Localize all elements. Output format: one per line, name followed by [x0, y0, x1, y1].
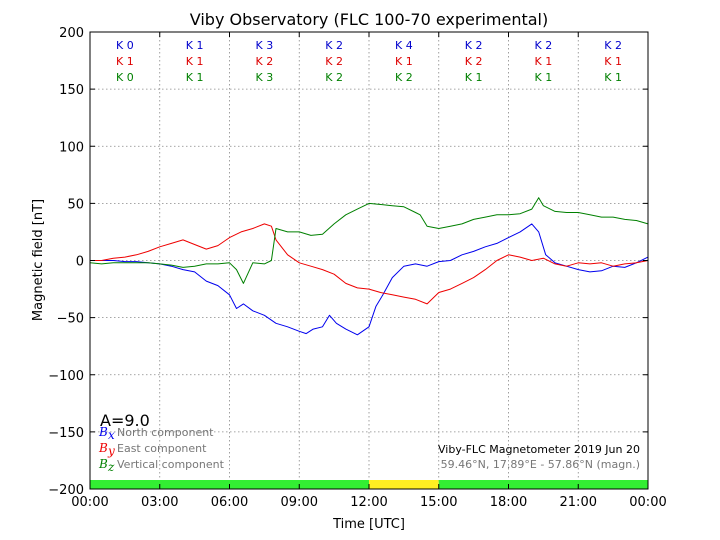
x-tick-label: 18:00 — [490, 495, 527, 510]
k-index-label: K 2 — [325, 71, 343, 84]
k-index-label: K 0 — [116, 39, 134, 52]
axis-ticks: 00:00 03:00 06:00 09:00 12:00 15:00 18:00 21:00… — [48, 26, 666, 510]
station-annotation: Viby-FLC Magnetometer 2019 Jun 20 — [438, 443, 640, 456]
x-tick-label: 21:00 — [560, 495, 597, 510]
k-index-label: K 2 — [256, 55, 274, 68]
k-index-label: K 1 — [604, 55, 622, 68]
y-tick-label: 50 — [67, 197, 84, 212]
k-index-label: K 1 — [535, 55, 553, 68]
y-tick-label: 100 — [59, 140, 84, 155]
y-tick-label: −150 — [48, 426, 84, 441]
activity-segment — [369, 480, 439, 489]
y-tick-label: −100 — [48, 369, 84, 384]
k-index-label: K 1 — [186, 39, 204, 52]
k-index-label: K 1 — [186, 55, 204, 68]
x-tick-label: 09:00 — [281, 495, 318, 510]
legend-symbol: B — [98, 457, 108, 471]
y-tick-label: −200 — [48, 483, 84, 498]
k-index-label: K 2 — [395, 71, 413, 84]
legend-subscript: y — [107, 444, 115, 458]
x-tick-label: 00:00 — [71, 495, 108, 510]
x-tick-label: 00:00 — [629, 495, 666, 510]
k-index-label: K 4 — [395, 39, 413, 52]
k-index-label: K 1 — [395, 55, 413, 68]
k-index-label: K 1 — [186, 71, 204, 84]
k-index-label: K 2 — [325, 39, 343, 52]
coords-annotation: 59.46°N, 17.89°E - 57.86°N (magn.) — [441, 458, 640, 471]
y-tick-label: 200 — [59, 26, 84, 41]
y-tick-label: 150 — [59, 83, 84, 98]
x-tick-label: 06:00 — [211, 495, 248, 510]
x-tick-label: 03:00 — [141, 495, 178, 510]
k-index-label: K 1 — [604, 71, 622, 84]
k-index-label: K 2 — [325, 55, 343, 68]
k-index-label: K 2 — [535, 39, 553, 52]
a-index-label: A=9.0 — [100, 411, 150, 430]
legend-entry: Vertical component — [117, 458, 225, 471]
k-index-label: K 2 — [604, 39, 622, 52]
y-axis-label: Magnetic field [nT] — [31, 199, 46, 321]
grid-lines — [90, 32, 648, 489]
y-tick-label: −50 — [57, 312, 84, 327]
series-line-z — [89, 197, 649, 284]
legend-subscript: z — [107, 460, 115, 474]
k-index-label: K 3 — [256, 39, 274, 52]
x-axis-label: Time [UTC] — [332, 517, 405, 532]
k-index-label: K 2 — [465, 55, 483, 68]
k-index-label: K 2 — [465, 39, 483, 52]
k-index-label: K 1 — [535, 71, 553, 84]
k-index-label: K 1 — [116, 55, 134, 68]
legend-symbol: B — [98, 425, 108, 439]
legend-symbol: B — [98, 441, 108, 455]
series-group — [89, 197, 649, 336]
legend-entry: North component — [117, 426, 214, 439]
k-index-label: K 1 — [465, 71, 483, 84]
x-tick-label: 15:00 — [420, 495, 457, 510]
legend-subscript: x — [108, 428, 115, 442]
activity-segment — [438, 480, 648, 489]
series-line-y — [90, 223, 649, 305]
x-tick-label: 12:00 — [350, 495, 387, 510]
k-index-label: K 0 — [116, 71, 134, 84]
series-line-x — [90, 223, 649, 336]
y-tick-label: 0 — [76, 255, 84, 270]
legend-entry: East component — [117, 442, 207, 455]
k-index-table: K 0 K 1 K 3 K 2 K 4 K 2 K 2 K 2 K 1 K 1 K 2 K 2 K 1 K… — [116, 39, 622, 84]
chart-title: Viby Observatory (FLC 100-70 experimenta… — [190, 10, 549, 29]
k-index-label: K 3 — [256, 71, 274, 84]
